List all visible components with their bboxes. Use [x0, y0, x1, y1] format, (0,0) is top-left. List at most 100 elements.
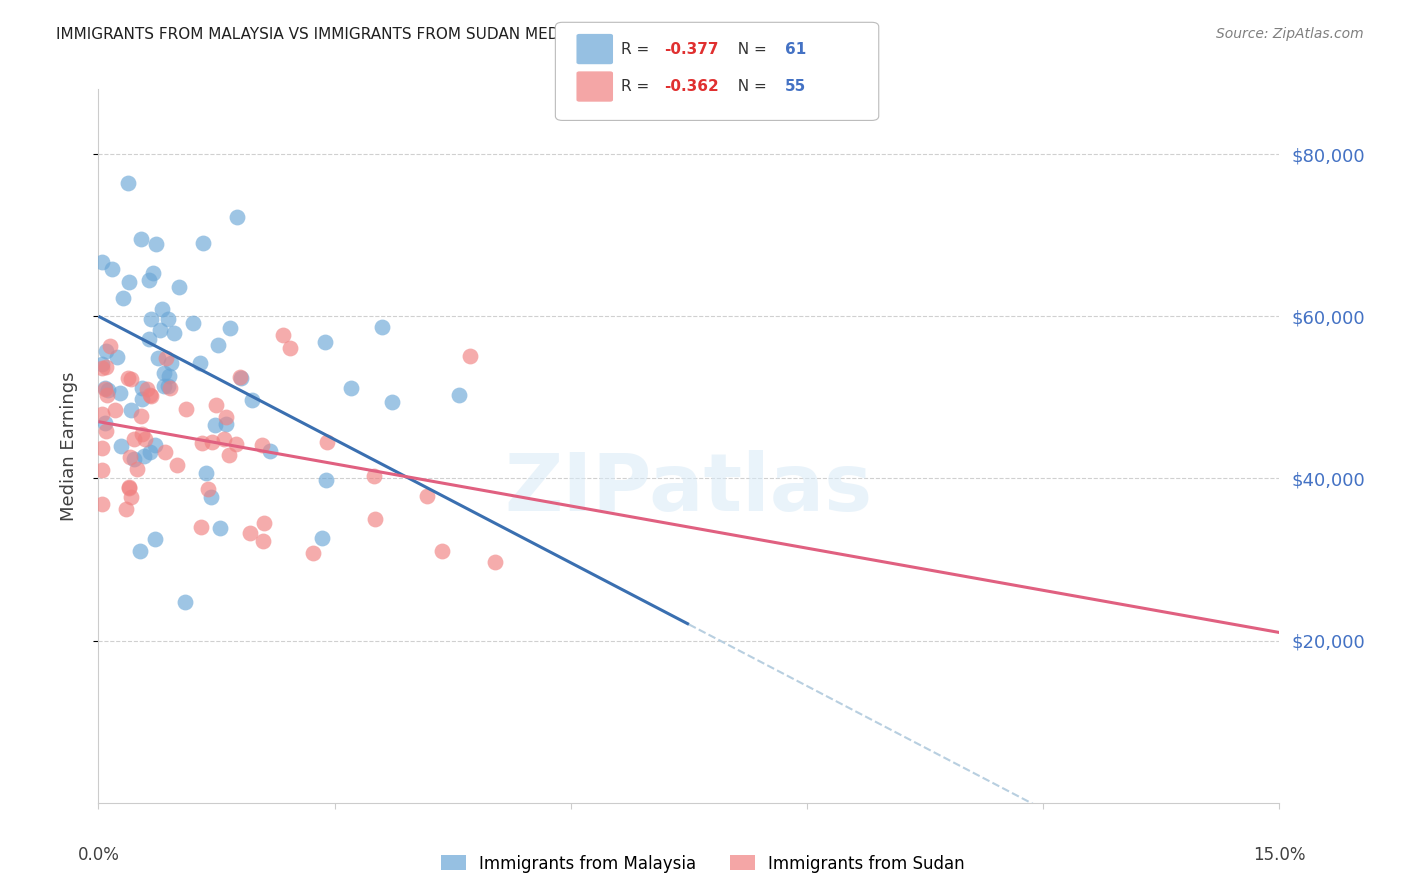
- Point: [138, 273, 160, 287]
- Point: [132, 449, 155, 463]
- Point: [120, 490, 142, 504]
- Point: [91, 462, 114, 476]
- Point: [94, 382, 117, 396]
- Point: [157, 311, 180, 326]
- Point: [314, 334, 336, 349]
- Point: [315, 434, 337, 449]
- Point: [108, 386, 131, 401]
- Point: [94, 381, 117, 395]
- Point: [110, 439, 132, 453]
- Point: [159, 381, 181, 395]
- Point: [215, 417, 238, 432]
- Text: R =: R =: [621, 42, 655, 56]
- Point: [205, 398, 228, 412]
- Point: [104, 402, 127, 417]
- Point: [118, 480, 141, 494]
- Point: [136, 382, 159, 396]
- Point: [157, 379, 180, 393]
- Point: [278, 341, 301, 355]
- Point: [131, 232, 153, 246]
- Point: [155, 351, 177, 366]
- Point: [167, 280, 190, 294]
- Point: [127, 462, 149, 476]
- Point: [415, 489, 437, 503]
- Point: [381, 395, 404, 409]
- Point: [118, 275, 141, 289]
- Legend: Immigrants from Malaysia, Immigrants from Sudan: Immigrants from Malaysia, Immigrants fro…: [434, 848, 972, 880]
- Point: [139, 388, 162, 402]
- Point: [153, 379, 176, 393]
- Point: [302, 546, 325, 560]
- Point: [96, 387, 118, 401]
- Point: [197, 482, 219, 496]
- Point: [200, 490, 222, 504]
- Text: 0.0%: 0.0%: [77, 846, 120, 863]
- Point: [131, 426, 153, 441]
- Point: [174, 402, 197, 417]
- Point: [118, 450, 141, 465]
- Point: [259, 444, 281, 458]
- Point: [190, 520, 212, 534]
- Point: [166, 458, 188, 472]
- Text: N =: N =: [728, 79, 772, 94]
- Point: [134, 432, 156, 446]
- Y-axis label: Median Earnings: Median Earnings: [59, 371, 77, 521]
- Text: IMMIGRANTS FROM MALAYSIA VS IMMIGRANTS FROM SUDAN MEDIAN EARNINGS CORRELATION CH: IMMIGRANTS FROM MALAYSIA VS IMMIGRANTS F…: [56, 27, 841, 42]
- Point: [91, 497, 114, 511]
- Point: [128, 544, 150, 558]
- Point: [364, 512, 387, 526]
- Point: [212, 432, 235, 446]
- Point: [430, 544, 453, 558]
- Point: [94, 416, 117, 430]
- Text: 15.0%: 15.0%: [1253, 846, 1306, 863]
- Point: [162, 326, 184, 340]
- Point: [150, 301, 173, 316]
- Point: [228, 370, 250, 384]
- Point: [117, 370, 139, 384]
- Point: [98, 339, 121, 353]
- Point: [131, 392, 153, 406]
- Point: [174, 595, 197, 609]
- Point: [139, 312, 162, 326]
- Point: [91, 358, 114, 372]
- Point: [153, 445, 176, 459]
- Point: [253, 516, 276, 531]
- Point: [271, 327, 294, 342]
- Point: [215, 410, 238, 425]
- Text: -0.377: -0.377: [664, 42, 718, 56]
- Point: [120, 402, 142, 417]
- Point: [153, 366, 176, 380]
- Point: [231, 371, 253, 385]
- Point: [315, 474, 337, 488]
- Point: [143, 533, 166, 547]
- Point: [218, 321, 240, 335]
- Point: [91, 255, 114, 269]
- Point: [145, 236, 167, 251]
- Point: [340, 381, 363, 395]
- Point: [139, 388, 162, 402]
- Point: [122, 433, 145, 447]
- Text: 55: 55: [785, 79, 806, 94]
- Point: [118, 481, 141, 495]
- Point: [363, 468, 385, 483]
- Point: [239, 525, 262, 540]
- Text: 61: 61: [785, 42, 806, 56]
- Point: [311, 531, 333, 545]
- Point: [194, 466, 217, 480]
- Point: [101, 262, 124, 277]
- Point: [112, 291, 135, 305]
- Point: [191, 235, 214, 250]
- Text: ZIPatlas: ZIPatlas: [505, 450, 873, 528]
- Point: [117, 176, 139, 190]
- Point: [207, 338, 229, 352]
- Point: [94, 424, 117, 438]
- Text: N =: N =: [728, 42, 772, 56]
- Point: [370, 320, 392, 334]
- Point: [97, 384, 120, 398]
- Point: [160, 356, 183, 370]
- Point: [94, 344, 117, 359]
- Point: [149, 323, 172, 337]
- Point: [200, 435, 222, 450]
- Point: [105, 350, 128, 364]
- Point: [447, 388, 470, 402]
